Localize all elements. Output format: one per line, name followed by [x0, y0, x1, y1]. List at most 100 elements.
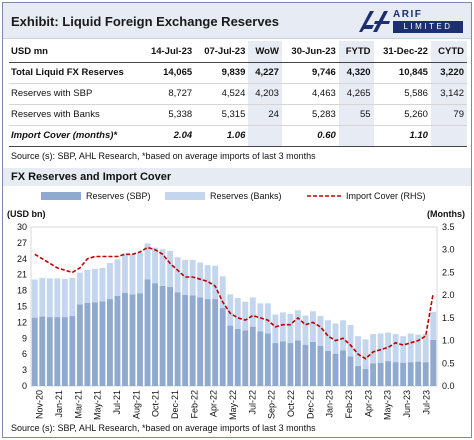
bar-reserves-banks — [264, 303, 271, 334]
bar-reserves-banks — [294, 310, 301, 341]
bar-reserves-banks — [234, 298, 241, 329]
source-note-top: Source (s): SBP, AHL Research, *based on… — [11, 151, 316, 161]
bar-reserves-sbp — [362, 369, 369, 386]
bar-reserves-sbp — [325, 351, 331, 386]
bar-reserves-sbp — [76, 304, 83, 386]
bar-reserves-sbp — [122, 292, 128, 386]
bar-reserves-sbp — [242, 330, 249, 386]
x-tick-label: Feb-22 — [189, 390, 199, 419]
bar-reserves-banks — [31, 279, 38, 318]
bar-reserves-sbp — [144, 279, 151, 386]
bar-reserves-sbp — [407, 362, 414, 386]
bar-reserves-sbp — [227, 325, 234, 386]
y-right-tick-label: 3.5 — [442, 222, 455, 232]
table-cell: 4,227 — [248, 61, 282, 83]
bar-reserves-sbp — [159, 285, 166, 386]
x-tick-label: Jul-23 — [421, 390, 431, 415]
bar-reserves-banks — [370, 334, 377, 364]
bar-reserves-sbp — [294, 340, 301, 386]
bar-reserves-sbp — [249, 326, 256, 386]
bar-reserves-banks — [415, 334, 422, 362]
bar-reserves-sbp — [137, 293, 143, 386]
x-tick-label: Nov-20 — [35, 390, 45, 419]
bar-reserves-banks — [69, 277, 76, 317]
bar-reserves-banks — [137, 252, 143, 294]
bar-reserves-banks — [46, 278, 53, 318]
table-cell: 9,839 — [195, 61, 249, 83]
bar-reserves-sbp — [234, 328, 241, 386]
legend-swatch-banks — [165, 192, 205, 200]
x-tick-label: May-23 — [383, 390, 393, 420]
bar-reserves-sbp — [385, 361, 392, 386]
x-tick-label: Sep-22 — [267, 390, 277, 419]
legend-label-sbp: Reserves (SBP) — [86, 191, 151, 201]
table-cell: 4,265 — [338, 82, 374, 104]
bar-reserves-banks — [355, 336, 361, 366]
bar-reserves-banks — [99, 267, 106, 302]
bar-reserves-sbp — [430, 339, 437, 386]
legend-label-cover: Import Cover (RHS) — [346, 191, 426, 201]
y-left-tick-label: 0 — [22, 381, 27, 391]
table-cell: 4,524 — [195, 82, 249, 104]
bar-reserves-sbp — [317, 345, 324, 386]
bar-reserves-banks — [61, 278, 68, 318]
bar-reserves-banks — [129, 254, 136, 295]
bar-reserves-sbp — [84, 302, 91, 386]
bar-reserves-banks — [287, 313, 294, 344]
table-cell: 3,142 — [430, 82, 467, 104]
fx-reserves-chart: 0 3 6 9 12 15 18 21 24 27 30 0.0 0.5 1.0 1.5 2.0 2.5 3.0 3… — [17, 222, 455, 420]
chart-title: FX Reserves and Import Cover — [11, 171, 172, 183]
bar-reserves-banks — [302, 315, 309, 345]
bar-reserves-banks — [122, 253, 128, 293]
bar-reserves-sbp — [310, 342, 316, 386]
bar-reserves-banks — [39, 277, 46, 317]
x-tick-label: Oct-22 — [286, 390, 296, 417]
y-left-tick-label: 15 — [17, 302, 27, 312]
table-row: Total Liquid FX Reserves 14,065 9,839 4,… — [9, 61, 467, 83]
bar-reserves-sbp — [257, 331, 264, 386]
y-left-tick-label: 18 — [17, 286, 27, 296]
bar-reserves-banks — [422, 334, 429, 363]
bar-reserves-banks — [407, 333, 414, 363]
table-row: Import Cover (months)* 2.04 1.06 0.60 1.… — [9, 124, 467, 147]
bar-reserves-sbp — [197, 297, 204, 386]
bar-reserves-sbp — [99, 301, 106, 386]
table-cell: 9,746 — [281, 61, 339, 83]
line-import-cover — [34, 246, 434, 360]
bar-reserves-banks — [91, 268, 98, 303]
x-tick-label: Jul-21 — [112, 390, 122, 415]
table-row: Reserves with Banks 5,338 5,315 24 5,283… — [9, 103, 467, 125]
bar-reserves-sbp — [355, 365, 361, 386]
table-cell — [338, 124, 374, 147]
y-right-tick-label: 1.0 — [442, 336, 455, 346]
bar-reserves-banks — [212, 265, 219, 300]
bar-reserves-banks — [340, 320, 346, 351]
bar-reserves-banks — [242, 301, 249, 331]
row-label: Reserves with Banks — [9, 103, 142, 125]
logo-mark-icon — [359, 11, 390, 32]
y-left-tick-label: 6 — [22, 349, 27, 359]
x-tick-label: Jun-23 — [402, 390, 412, 418]
y-right-tick-label: 2.5 — [442, 267, 455, 277]
bar-reserves-sbp — [302, 344, 309, 386]
bar-reserves-sbp — [400, 362, 407, 386]
x-tick-label: Apr-23 — [363, 390, 373, 417]
bar-reserves-sbp — [129, 294, 136, 386]
x-tick-label: Mar-21 — [73, 390, 83, 419]
table-cell: 10,845 — [373, 61, 431, 83]
table-cell: 79 — [430, 103, 467, 125]
bar-reserves-banks — [114, 259, 121, 296]
table-cell: 5,315 — [195, 103, 249, 125]
x-tick-label: Jan-23 — [325, 390, 335, 418]
bar-reserves-banks — [167, 250, 174, 287]
legend-swatch-sbp — [41, 192, 81, 200]
bar-reserves-banks — [152, 247, 158, 284]
y-left-tick-label: 3 — [22, 365, 27, 375]
x-tick-label: Oct-21 — [151, 390, 161, 417]
legend-item-banks: Reserves (Banks) — [165, 191, 282, 201]
table-cell: 4,320 — [338, 61, 374, 83]
table-cell: 3,220 — [430, 61, 467, 83]
x-tick-label: Feb-23 — [344, 390, 354, 419]
bar-reserves-banks — [76, 272, 83, 305]
bar-reserves-banks — [362, 339, 369, 370]
